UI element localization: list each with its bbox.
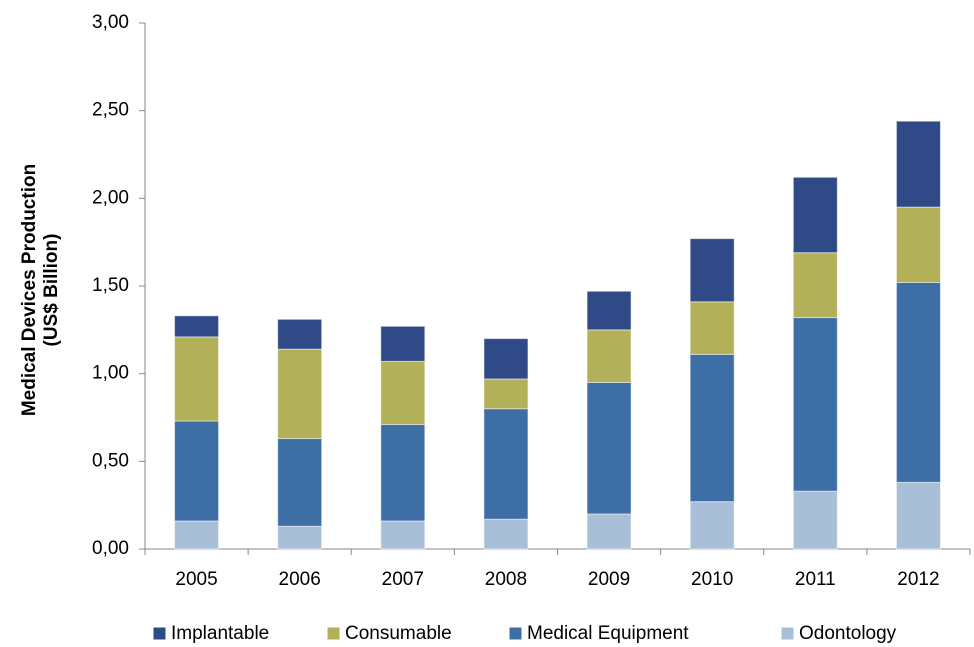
bar-segment bbox=[380, 520, 426, 550]
bar-segment bbox=[380, 360, 426, 426]
y-tick-label: 1,00 bbox=[92, 363, 129, 384]
bar-segment bbox=[380, 325, 426, 362]
bar-segment bbox=[380, 424, 426, 522]
bar-segment bbox=[689, 238, 735, 303]
legend-swatch bbox=[508, 626, 523, 641]
x-tick-label: 2012 bbox=[897, 569, 939, 590]
bar-segment bbox=[174, 336, 220, 422]
y-tick-label: 1,50 bbox=[92, 275, 129, 296]
x-tick-label: 2010 bbox=[691, 569, 733, 590]
legend-label: Implantable bbox=[171, 623, 269, 644]
bar-segment bbox=[277, 348, 323, 440]
x-tick-label: 2005 bbox=[175, 569, 217, 590]
y-tick-label: 2,50 bbox=[92, 100, 129, 121]
bar-segment bbox=[792, 317, 838, 492]
legend-label: Odontology bbox=[799, 623, 897, 644]
x-tick-label: 2009 bbox=[588, 569, 630, 590]
bar-segment bbox=[483, 408, 529, 520]
bar-segment bbox=[174, 520, 220, 550]
bar-segment bbox=[483, 378, 529, 410]
bar-segment bbox=[483, 518, 529, 550]
bar-segment bbox=[277, 438, 323, 527]
y-axis-label: (US$ Billion) bbox=[41, 234, 62, 347]
y-axis-label: Medical Devices Production bbox=[19, 164, 40, 416]
bar-segment bbox=[792, 176, 838, 254]
bar-segment bbox=[792, 490, 838, 550]
bar-segment bbox=[277, 318, 323, 350]
bar-segment bbox=[483, 338, 529, 380]
x-tick-label: 2006 bbox=[279, 569, 321, 590]
bar-segment bbox=[895, 206, 941, 283]
x-tick-label: 2008 bbox=[485, 569, 527, 590]
bar-segment bbox=[586, 329, 632, 383]
legend-label: Medical Equipment bbox=[527, 623, 689, 644]
x-tick-label: 2007 bbox=[382, 569, 424, 590]
bar-segment bbox=[277, 525, 323, 550]
y-tick-label: 0,00 bbox=[92, 538, 129, 559]
bar-segment bbox=[895, 120, 941, 208]
x-tick-label: 2011 bbox=[795, 569, 836, 590]
y-tick-label: 3,00 bbox=[92, 12, 129, 33]
bar-segment bbox=[174, 315, 220, 338]
legend-swatch bbox=[326, 626, 341, 641]
bar-segment bbox=[689, 301, 735, 355]
bar-segment bbox=[586, 513, 632, 550]
bar-segment bbox=[689, 501, 735, 550]
y-tick-label: 0,50 bbox=[92, 450, 129, 471]
bar-segment bbox=[586, 381, 632, 515]
y-tick-label: 2,00 bbox=[92, 187, 129, 208]
legend-label: Consumable bbox=[345, 623, 452, 644]
legend-swatch bbox=[152, 626, 167, 641]
bar-segment bbox=[792, 252, 838, 319]
bar-segment bbox=[895, 481, 941, 550]
bar-segment bbox=[586, 290, 632, 331]
bar-segment bbox=[689, 353, 735, 503]
bar-segment bbox=[895, 281, 941, 483]
bar-segment bbox=[174, 420, 220, 522]
legend-swatch bbox=[780, 626, 795, 641]
